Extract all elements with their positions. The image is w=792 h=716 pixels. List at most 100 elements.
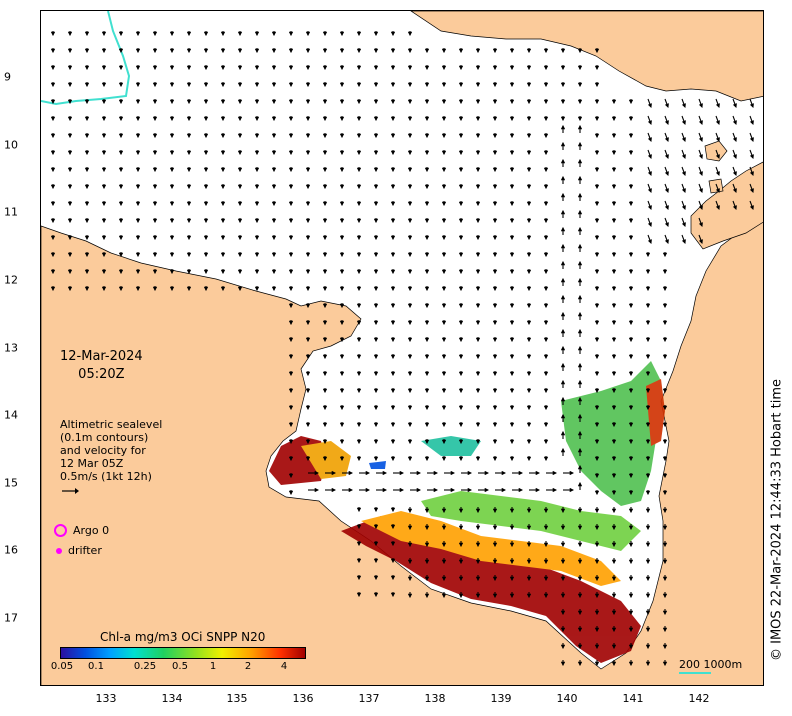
- velocity-arrow: [698, 234, 703, 245]
- land: [41, 11, 763, 685]
- velocity-arrow: [647, 234, 652, 245]
- velocity-arrow: [732, 132, 737, 143]
- chl-blue: [369, 461, 386, 469]
- date-label: 12-Mar-2024: [60, 349, 143, 364]
- gulf-map: [41, 11, 763, 685]
- velocity-arrow: [647, 217, 652, 228]
- velocity-arrow: [647, 98, 652, 109]
- altim-line: and velocity for: [60, 444, 146, 457]
- velocity-arrow: [681, 98, 686, 109]
- velocity-arrow: [732, 166, 737, 177]
- velocity-arrow: [732, 200, 737, 211]
- x-tick-label: 142: [688, 692, 710, 705]
- velocity-arrow: [698, 200, 703, 211]
- velocity-arrow: [681, 234, 686, 245]
- velocity-arrow: [647, 149, 652, 160]
- argo-circle-icon: [54, 524, 67, 537]
- velocity-arrow: [698, 98, 703, 109]
- colorbar-tick: 0.5: [172, 661, 188, 672]
- x-tick-label: 141: [622, 692, 644, 705]
- y-tick-label: 9: [4, 70, 11, 84]
- chlorophyll-field: [269, 361, 665, 663]
- velocity-arrow: [664, 115, 669, 126]
- velocity-arrow: [664, 132, 669, 143]
- altim-line: 12 Mar 05Z: [60, 457, 124, 470]
- x-tick-label: 135: [226, 692, 248, 705]
- velocity-arrow: [732, 183, 737, 194]
- velocity-arrow: [681, 149, 686, 160]
- velocity-arrow: [749, 115, 754, 126]
- map-datetime: 12-Mar-2024 05:20Z: [60, 348, 143, 384]
- velocity-arrow: [749, 98, 754, 109]
- velocity-arrow: [647, 183, 652, 194]
- y-tick-label: 16: [4, 543, 18, 557]
- y-tick-label: 11: [4, 205, 18, 219]
- colorbar-tick: 0.05: [50, 661, 74, 672]
- argo-legend: Argo 0: [54, 524, 109, 537]
- x-tick-label: 133: [95, 692, 117, 705]
- velocity-arrow: [715, 132, 720, 143]
- altim-line: 0.5m/s (1kt 12h): [60, 470, 152, 483]
- velocity-arrow: [664, 149, 669, 160]
- velocity-arrow: [749, 132, 754, 143]
- velocity-arrow: [698, 115, 703, 126]
- altim-line: (0.1m contours): [60, 431, 149, 444]
- chl-east-coast: [646, 379, 665, 446]
- velocity-arrow: [715, 98, 720, 109]
- velocity-arrow: [647, 166, 652, 177]
- velocity-arrow: [664, 200, 669, 211]
- velocity-arrow: [749, 183, 754, 194]
- velocity-arrow: [732, 115, 737, 126]
- y-tick-label: 13: [4, 341, 18, 355]
- velocity-arrow: [681, 115, 686, 126]
- velocity-arrow: [681, 166, 686, 177]
- chl-central: [421, 491, 641, 551]
- colorbar-tick: 0.1: [88, 661, 104, 672]
- velocity-arrow: [715, 200, 720, 211]
- sealevel-contour: [41, 11, 131, 106]
- colorbar-tick: 4: [280, 661, 288, 672]
- x-tick-label: 139: [490, 692, 512, 705]
- argo-label: Argo 0: [73, 524, 110, 537]
- colorbar-tick: 2: [244, 661, 252, 672]
- chl-cyan: [421, 436, 481, 456]
- x-tick-label: 140: [556, 692, 578, 705]
- velocity-arrow: [715, 166, 720, 177]
- velocity-arrow: [698, 183, 703, 194]
- velocity-arrow: [698, 132, 703, 143]
- velocity-arrow: [664, 234, 669, 245]
- velocity-arrow: [698, 149, 703, 160]
- drifter-dot-icon: [56, 547, 62, 554]
- x-tick-label: 134: [161, 692, 183, 705]
- chl-east: [561, 361, 661, 506]
- y-tick-label: 17: [4, 611, 18, 625]
- x-tick-label: 136: [292, 692, 314, 705]
- velocity-arrow: [715, 115, 720, 126]
- x-tick-label: 138: [424, 692, 446, 705]
- velocity-arrow: [647, 132, 652, 143]
- map-panel: [40, 10, 764, 686]
- chl-south: [341, 516, 641, 663]
- velocity-arrow: [647, 200, 652, 211]
- depth-scale-line: [679, 672, 711, 674]
- velocity-arrow: [732, 149, 737, 160]
- y-tick-label: 12: [4, 273, 18, 287]
- drifter-label: drifter: [68, 544, 102, 557]
- velocity-scale-arrow-icon: [62, 488, 79, 494]
- velocity-arrow: [664, 183, 669, 194]
- altim-line: Altimetric sealevel: [60, 418, 163, 431]
- velocity-arrow: [681, 217, 686, 228]
- velocity-arrow: [664, 217, 669, 228]
- colorbar-tick: 1: [209, 661, 217, 672]
- velocity-arrow: [681, 132, 686, 143]
- depth-scale-label: 200 1000m: [679, 658, 743, 671]
- velocity-arrow: [664, 166, 669, 177]
- velocity-arrow: [715, 149, 720, 160]
- velocity-arrow: [749, 166, 754, 177]
- velocity-arrows: [50, 31, 754, 667]
- drifter-legend: drifter: [54, 544, 102, 557]
- velocity-arrow: [647, 115, 652, 126]
- velocity-arrow: [749, 149, 754, 160]
- velocity-arrow: [698, 166, 703, 177]
- velocity-arrow: [749, 200, 754, 211]
